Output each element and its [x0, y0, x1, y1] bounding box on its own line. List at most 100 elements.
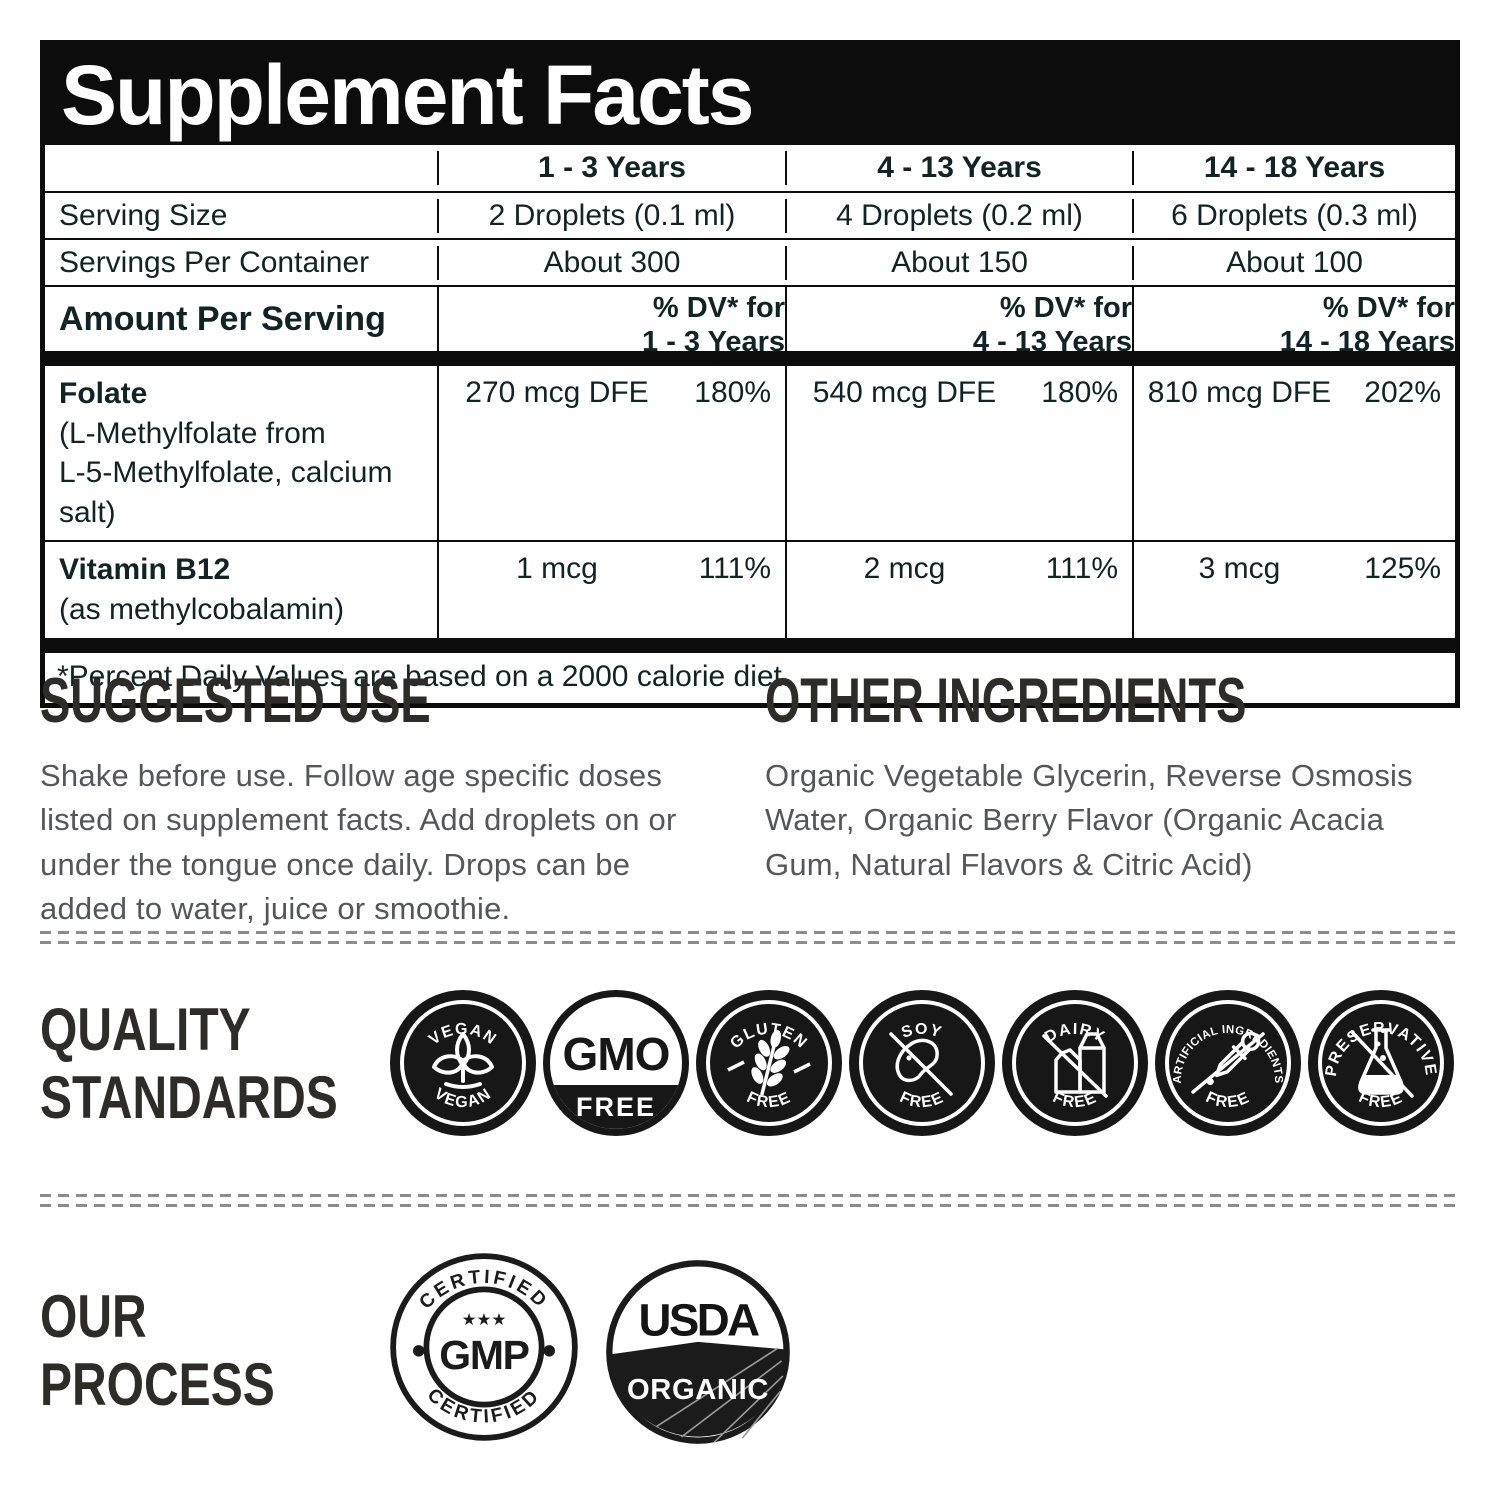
folate-row: Folate (L-Methylfolate from L-5-Methylfo… — [45, 366, 1455, 543]
servings-4-13: About 150 — [785, 245, 1132, 280]
vegan-leaf-icon — [432, 1032, 494, 1089]
usda-furrow-lines-icon — [655, 1347, 784, 1443]
amount-per-serving-row: Amount Per Serving % DV* for 1 - 3 Years … — [45, 287, 1455, 358]
servings-1-3: About 300 — [437, 245, 785, 280]
other-ingredients-section: OTHER INGREDIENTS Organic Vegetable Glyc… — [765, 668, 1465, 887]
thick-divider — [45, 637, 1455, 653]
usda-bottom-label: ORGANIC — [627, 1374, 769, 1406]
folate-cell-4-13: 540 mcg DFE 180% — [785, 366, 1132, 541]
preservative-free-badge: PRESERVATIVE FREE — [1308, 990, 1454, 1136]
dv-note: % DV* for — [999, 292, 1132, 324]
serving-size-label: Serving Size — [59, 198, 228, 232]
quality-standards-heading: QUALITY STANDARDS — [40, 996, 412, 1132]
amount-value: 1 mcg — [516, 552, 598, 586]
dv-age-4-13: 4 - 13 Years — [972, 326, 1132, 359]
dv-value: 180% — [694, 376, 771, 409]
wheat-icon — [727, 1030, 811, 1096]
dv-value: 111% — [1045, 552, 1118, 586]
nutrient-name: Folate — [59, 377, 148, 410]
suggested-use-section: SUGGESTED USE Shake before use. Follow a… — [40, 668, 700, 931]
dairy-free-badge: DAIRY FREE — [1002, 990, 1148, 1136]
soy-bean-icon — [889, 1032, 953, 1096]
quality-badges-row: VEGAN VEGAN GMO FREE GLUTEN FR — [388, 988, 1456, 1138]
svg-text:FREE: FREE — [1203, 1089, 1253, 1112]
b12-cell-1-3: 1 mcg 111% — [437, 542, 785, 638]
serving-size-14-18: 6 Droplets (0.3 ml) — [1132, 198, 1455, 233]
nutrient-details: (as methylcobalamin) — [59, 592, 345, 626]
nutrient-name: Vitamin B12 — [59, 553, 231, 587]
gmo-text-badge — [553, 1085, 679, 1129]
servings-per-container-label: Servings Per Container — [59, 245, 370, 279]
other-ingredients-heading: OTHER INGREDIENTS — [765, 666, 1247, 736]
dv-header-4-13: % DV* for 4 - 13 Years — [787, 287, 1146, 359]
servings-14-18: About 100 — [1132, 245, 1455, 280]
badge-bottom-label: FREE — [1203, 1089, 1251, 1112]
dv-note: % DV* for — [1322, 292, 1455, 324]
dv-value: 111% — [698, 552, 771, 586]
amount-per-serving-label: Amount Per Serving — [59, 299, 386, 338]
dv-value: 180% — [1041, 376, 1118, 409]
folate-cell-1-3: 270 mcg DFE 180% — [437, 366, 785, 541]
age-header-row: 1 - 3 Years 4 - 13 Years 14 - 18 Years — [45, 145, 1455, 193]
b12-cell-4-13: 2 mcg 111% — [785, 542, 1132, 638]
amount-value: 540 mcg DFE — [812, 376, 997, 409]
dashed-separator — [40, 1194, 1460, 1207]
dv-footnote: *Percent Daily Values are based on a 200… — [57, 659, 791, 693]
process-heading-line1: OUR — [40, 1283, 147, 1350]
badge-bottom-label: FREE — [1050, 1089, 1098, 1112]
serving-size-4-13: 4 Droplets (0.2 ml) — [785, 198, 1132, 233]
svg-text:FREE: FREE — [744, 1089, 794, 1112]
dropper-icon — [1191, 1031, 1265, 1094]
gmp-right-dot-icon — [543, 1345, 556, 1357]
soy-free-badge: SOY FREE — [849, 990, 995, 1136]
badge-bottom-label: FREE — [744, 1089, 792, 1112]
amount-value: 810 mcg DFE — [1147, 376, 1332, 409]
dv-header-1-3: % DV* for 1 - 3 Years — [439, 287, 799, 359]
servings-per-container-row: Servings Per Container About 300 About 1… — [45, 240, 1455, 287]
b12-name-cell: Vitamin B12 (as methylcobalamin) — [45, 542, 437, 637]
dv-header-14-18: % DV* for 14 - 18 Years — [1134, 287, 1469, 359]
b12-cell-14-18: 3 mcg 125% — [1132, 542, 1455, 638]
dv-age-14-18: 14 - 18 Years — [1279, 326, 1455, 359]
amount-value: 3 mcg — [1198, 552, 1281, 586]
milk-carton-icon — [1042, 1032, 1108, 1098]
gmp-center-label: GMP — [439, 1332, 528, 1378]
supplement-facts-panel: Supplement Facts 1 - 3 Years 4 - 13 Year… — [40, 40, 1460, 708]
gmp-stars-icon: ★★★ — [462, 1310, 507, 1329]
dv-value: 125% — [1364, 552, 1441, 586]
age-header-14-18: 14 - 18 Years — [1132, 151, 1455, 185]
folate-name-cell: Folate (L-Methylfolate from L-5-Methylfo… — [45, 366, 437, 540]
our-process-heading: OUR PROCESS — [40, 1283, 333, 1419]
flask-icon — [1350, 1028, 1414, 1098]
artificial-ingredients-free-badge: ARTIFICIAL INGREDIENTS FREE — [1155, 990, 1301, 1136]
dashed-separator — [40, 931, 1460, 944]
svg-text:FREE: FREE — [897, 1089, 947, 1112]
dv-note: % DV* for — [652, 292, 785, 324]
age-header-1-3: 1 - 3 Years — [437, 151, 785, 185]
suggested-use-heading: SUGGESTED USE — [40, 666, 431, 736]
gluten-free-badge: GLUTEN FREE — [696, 990, 842, 1136]
gmp-certified-badge: CERTIFIED CERTIFIED ★★★ GMP — [390, 1253, 578, 1441]
badge-top-label: GMO — [563, 1028, 670, 1080]
other-ingredients-body: Organic Vegetable Glycerin, Reverse Osmo… — [765, 758, 1413, 882]
age-header-4-13: 4 - 13 Years — [785, 151, 1132, 185]
supplement-facts-title: Supplement Facts — [45, 45, 1455, 145]
thick-divider — [45, 351, 1455, 366]
badge-bottom-label: FREE — [897, 1089, 945, 1112]
usda-top-label: USDA — [638, 1295, 759, 1346]
vitamin-b12-row: Vitamin B12 (as methylcobalamin) 1 mcg 11… — [45, 542, 1455, 638]
nutrient-details: (L-Methylfolate from L-5-Methylfolate, c… — [59, 416, 393, 529]
serving-size-row: Serving Size 2 Droplets (0.1 ml) 4 Dropl… — [45, 193, 1455, 240]
amount-value: 2 mcg — [863, 552, 946, 586]
quality-heading-line2: STANDARDS — [40, 1063, 338, 1131]
serving-size-1-3: 2 Droplets (0.1 ml) — [437, 198, 785, 233]
vegan-badge: VEGAN VEGAN — [390, 990, 536, 1136]
usda-field-shape — [609, 1341, 787, 1437]
process-heading-line2: PROCESS — [40, 1350, 275, 1418]
gmo-free-badge: GMO FREE — [543, 990, 689, 1136]
quality-heading-line1: QUALITY — [40, 996, 251, 1063]
dv-age-1-3: 1 - 3 Years — [642, 326, 785, 359]
folate-cell-14-18: 810 mcg DFE 202% — [1132, 366, 1455, 541]
badge-bottom-label: FREE — [576, 1092, 656, 1122]
